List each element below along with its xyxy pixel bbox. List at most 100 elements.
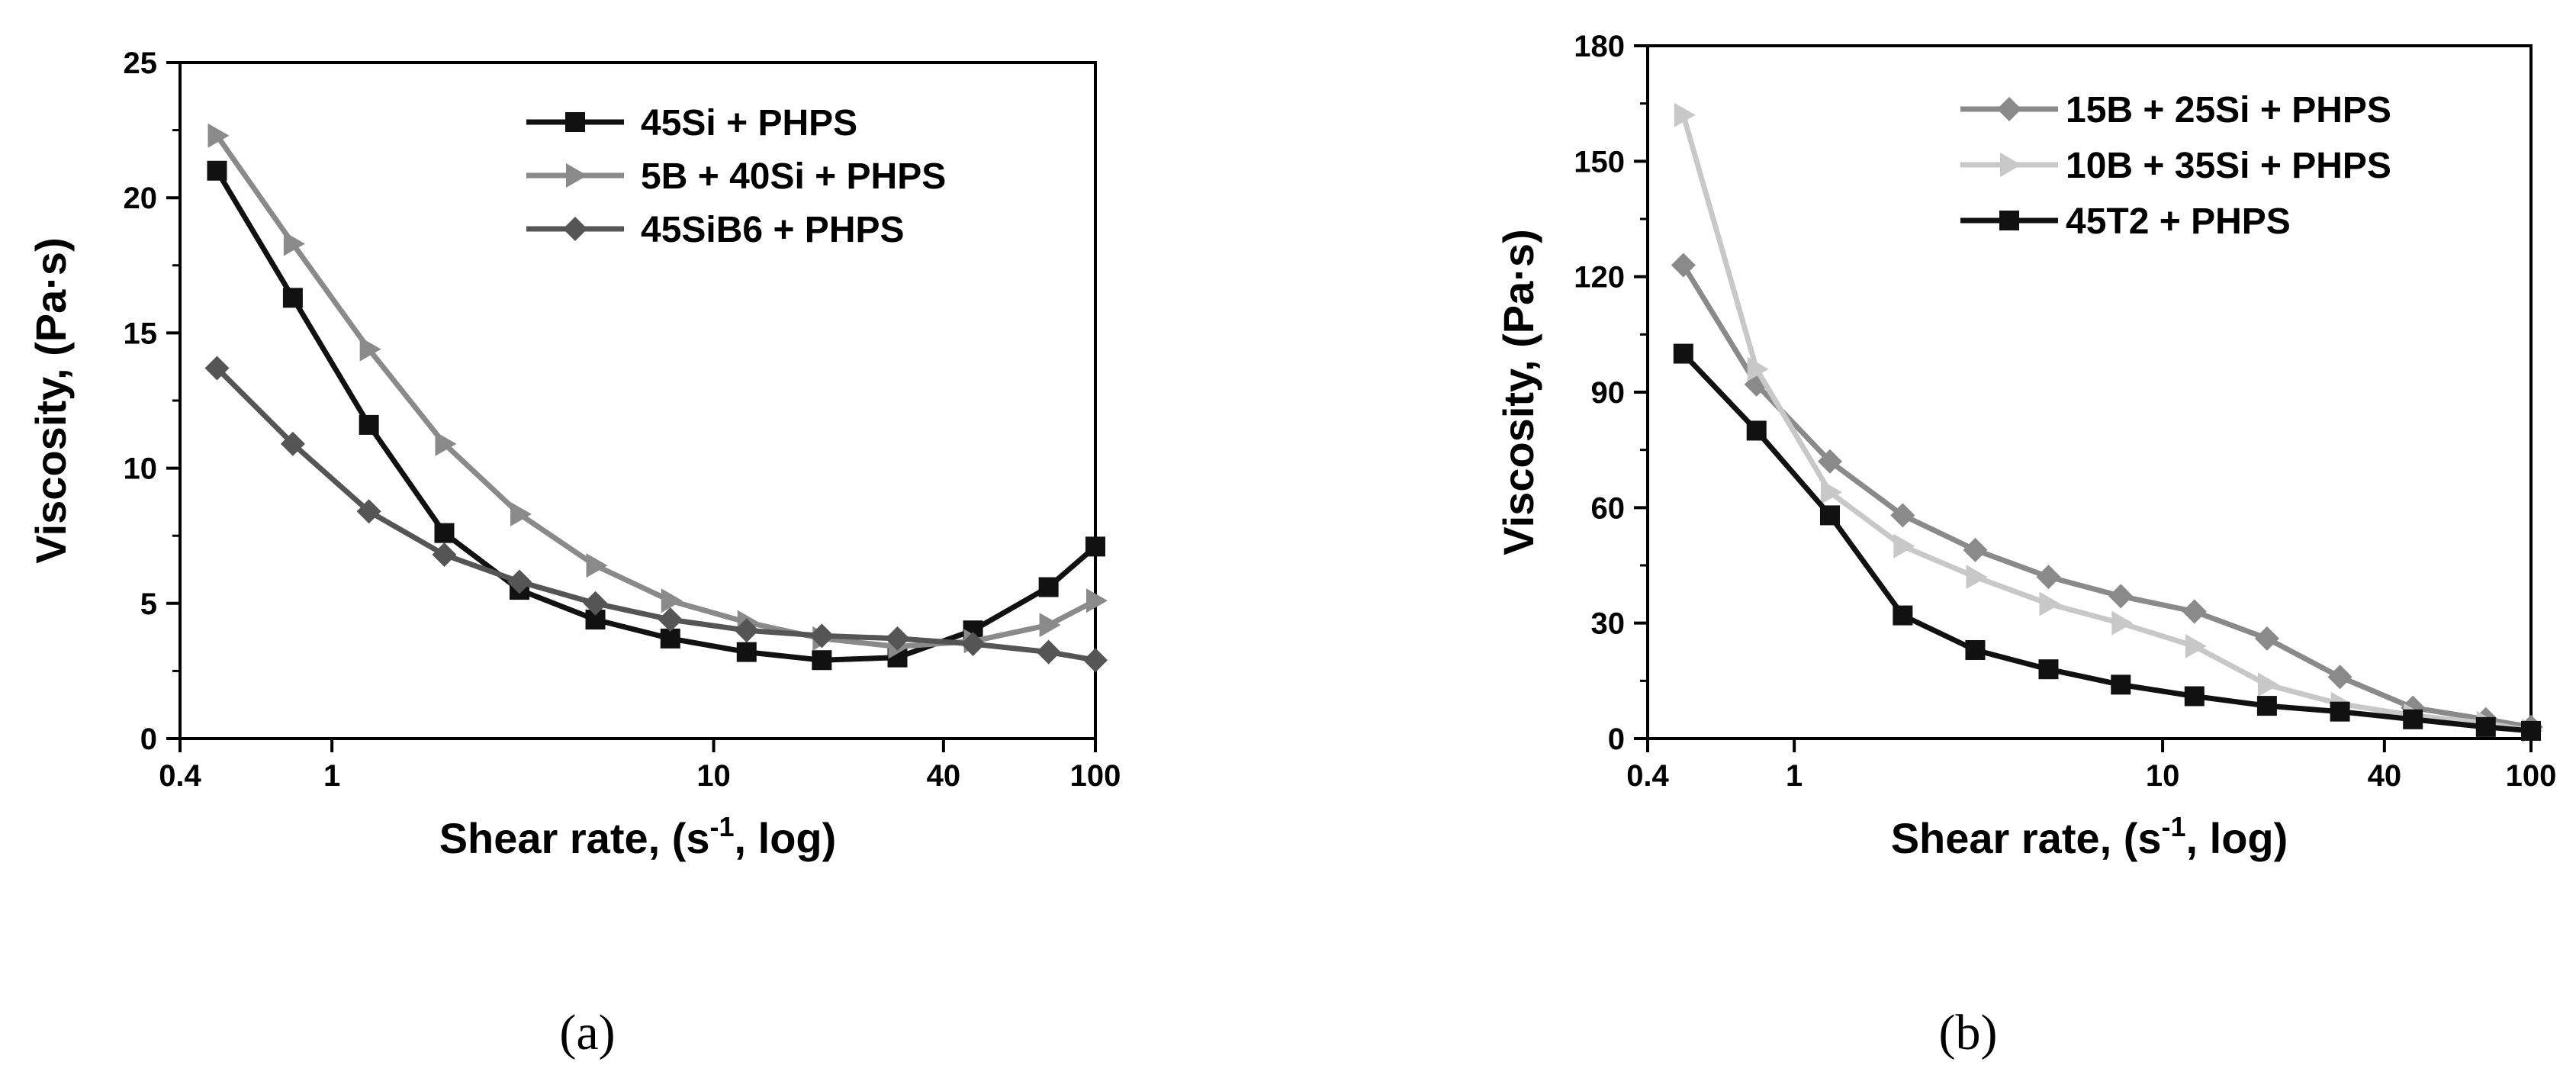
y-tick-label: 150	[1574, 145, 1625, 179]
data-point-series-2	[1966, 565, 1988, 590]
data-point-series-3	[1965, 639, 1986, 660]
panel-caption: (b)	[1939, 1005, 1998, 1061]
data-point-series-2	[586, 553, 608, 578]
legend-label: 45Si + PHPS	[641, 103, 857, 143]
data-point-series-3	[2256, 696, 2277, 716]
data-point-series-3	[734, 618, 759, 643]
x-axis-title-sup: -1	[710, 811, 735, 842]
data-point-series-1	[2182, 599, 2207, 624]
y-tick-label: 30	[1591, 607, 1626, 641]
x-axis-title-main: Shear rate, (s	[439, 814, 710, 862]
data-point-series-1	[282, 288, 303, 308]
data-point-series-1	[359, 414, 379, 435]
data-point-series-3	[1819, 505, 1840, 526]
chart-panel-b: 0 30 60 90 120 150 180 0.4 1 10 40 100 Shear rate, (…	[1494, 30, 2556, 1061]
data-point-series-2	[359, 336, 381, 362]
x-tick-label: 40	[927, 759, 961, 793]
data-point-series-3	[2403, 709, 2423, 729]
data-point-series-1	[660, 628, 680, 649]
data-point-series-1	[1085, 536, 1105, 557]
data-point-series-2	[1039, 613, 1061, 638]
data-point-series-2	[2257, 672, 2279, 697]
y-axis-title: Viscosity, (Pa·s)	[27, 237, 75, 563]
x-axis-title-tail: , log)	[2186, 814, 2288, 862]
data-point-series-1	[1817, 449, 1842, 474]
data-point-series-1	[2108, 584, 2134, 609]
x-tick-label: 100	[1070, 759, 1121, 793]
x-axis-title-main: Shear rate, (s	[1891, 814, 2162, 862]
legend-marker	[2000, 153, 2021, 177]
data-point-series-1	[1963, 537, 1988, 562]
data-point-series-2	[435, 431, 457, 456]
x-axis-title: Shear rate, (s-1, log)	[439, 811, 837, 862]
data-point-series-3	[507, 569, 532, 594]
legend-marker	[563, 217, 587, 241]
legend-label: 10B + 35Si + PHPS	[2066, 146, 2391, 186]
data-point-series-3	[885, 626, 910, 651]
y-tick-label: 0	[140, 723, 157, 756]
data-point-series-2	[1893, 533, 1915, 558]
data-point-series-3	[1083, 648, 1108, 673]
data-point-series-3	[809, 623, 835, 649]
data-point-series-2	[207, 123, 230, 148]
data-point-series-2	[2185, 633, 2207, 658]
data-point-series-3	[2521, 720, 2541, 741]
x-tick-label: 100	[2506, 759, 2557, 793]
x-tick-label: 40	[2368, 759, 2402, 793]
x-axis-title: Shear rate, (s-1, log)	[1891, 811, 2288, 862]
y-tick-label: 180	[1574, 30, 1625, 63]
data-point-series-2	[510, 501, 532, 526]
x-tick-label: 0.4	[159, 759, 201, 793]
data-point-series-3	[1893, 605, 1913, 626]
legend-marker	[1997, 97, 2021, 121]
series-line-3	[1681, 352, 2532, 734]
y-tick-label: 25	[124, 47, 158, 80]
data-point-series-3	[2184, 686, 2205, 707]
data-point-series-2	[283, 231, 305, 256]
x-tick-label: 10	[2146, 759, 2180, 793]
data-point-series-3	[658, 607, 683, 633]
data-point-series-3	[204, 356, 230, 381]
data-point-series-1	[207, 160, 227, 181]
data-point-series-2	[2039, 591, 2061, 616]
data-point-series-3	[280, 431, 305, 456]
data-point-series-2	[661, 588, 683, 613]
data-point-series-3	[960, 631, 986, 656]
y-tick-label: 90	[1591, 376, 1626, 410]
x-axis-title-tail: , log)	[735, 814, 837, 862]
panel-caption: (a)	[559, 1005, 615, 1061]
data-point-series-1	[1038, 577, 1059, 597]
x-tick-label: 10	[696, 759, 731, 793]
data-point-series-2	[1086, 588, 1108, 613]
legend-label: 15B + 25Si + PHPS	[2066, 90, 2391, 130]
data-point-series-3	[356, 499, 381, 524]
y-tick-label: 15	[124, 317, 158, 350]
y-tick-label: 5	[140, 587, 157, 621]
series-line-3	[215, 366, 1096, 663]
data-point-series-3	[1673, 343, 1693, 364]
data-point-series-3	[1746, 420, 1767, 441]
y-tick-label: 20	[124, 182, 158, 215]
data-point-series-3	[2111, 674, 2131, 695]
chart-panel-a: 0 5 10 15 20 25 0.4 1 10 40 100 Shear rate, (s-1, l…	[27, 47, 1121, 1061]
y-tick-label: 120	[1574, 261, 1625, 295]
x-axis-title-sup: -1	[2162, 811, 2186, 842]
x-tick-label: 0.4	[1626, 759, 1669, 793]
y-tick-label: 0	[1608, 723, 1625, 756]
legend-label: 5B + 40Si + PHPS	[641, 156, 946, 197]
data-point-series-2	[2111, 610, 2134, 636]
y-axis-title: Viscosity, (Pa·s)	[1494, 229, 1542, 555]
data-point-series-1	[2036, 565, 2061, 590]
y-tick-label: 60	[1591, 491, 1626, 525]
data-point-series-2	[1820, 480, 1842, 505]
data-point-series-1	[736, 642, 757, 662]
x-tick-label: 1	[1786, 759, 1803, 793]
x-tick-label: 1	[323, 759, 340, 793]
data-point-series-3	[583, 591, 608, 616]
data-point-series-1	[812, 650, 832, 671]
data-point-series-1	[2254, 626, 2279, 651]
data-point-series-1	[1890, 503, 1915, 528]
legend-marker	[1999, 211, 2019, 230]
legend-label: 45SiB6 + PHPS	[641, 210, 905, 250]
